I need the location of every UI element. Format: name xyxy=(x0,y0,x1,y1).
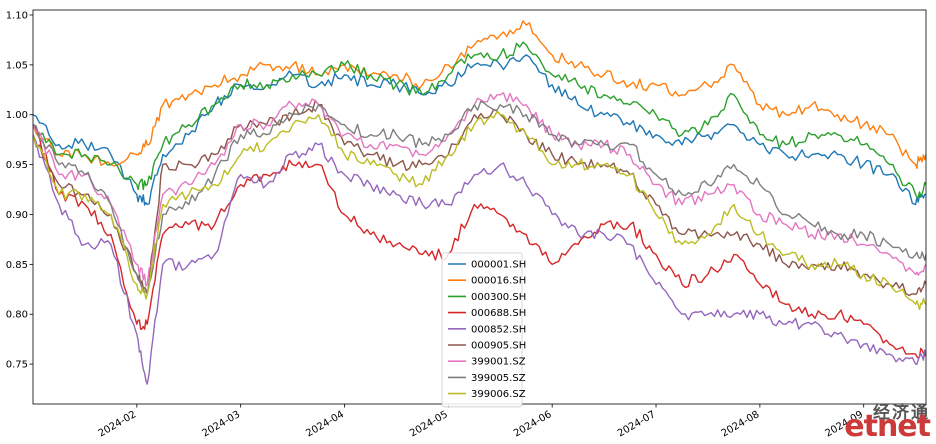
y-tick-label: 1.00 xyxy=(6,110,28,121)
legend-label: 000300.SH xyxy=(471,292,526,303)
x-tick-label: 2024-05 xyxy=(408,409,450,439)
x-tick-label: 2024-07 xyxy=(616,409,658,439)
legend-label: 000688.SH xyxy=(471,308,526,319)
x-tick-label: 2024-04 xyxy=(304,409,346,439)
legend-label: 000852.SH xyxy=(471,324,526,335)
legend-box xyxy=(441,252,523,408)
series-line-000852-sh xyxy=(33,134,926,385)
y-tick-label: 0.80 xyxy=(6,310,28,321)
legend-label: 000905.SH xyxy=(471,341,526,352)
y-axis: 0.75 0.80 0.85 0.90 0.95 1.00 1.05 1.10 xyxy=(6,10,33,371)
x-tick-label: 2024-08 xyxy=(720,409,762,439)
series-line-000688-sh xyxy=(33,124,926,359)
x-tick-label: 2024-02 xyxy=(97,409,139,439)
y-tick-label: 0.95 xyxy=(6,160,28,171)
series-line-399006-sz xyxy=(33,110,926,311)
x-axis: 2024-02 2024-03 2024-04 2024-05 2024-06 2024-… xyxy=(97,404,865,439)
y-tick-label: 1.05 xyxy=(6,60,28,71)
y-tick-label: 0.90 xyxy=(6,210,28,221)
series-line-000300-sh xyxy=(33,41,926,198)
legend-label: 399001.SZ xyxy=(471,357,526,368)
series-layer xyxy=(33,20,926,385)
y-tick-label: 0.75 xyxy=(6,360,28,371)
legend-label: 000016.SH xyxy=(471,276,526,287)
x-tick-label: 2024-03 xyxy=(200,409,242,439)
legend-label: 399006.SZ xyxy=(471,389,526,400)
series-line-000001-sh xyxy=(33,54,926,206)
series-line-399005-sz xyxy=(33,100,926,295)
legend-label: 399005.SZ xyxy=(471,373,526,384)
y-tick-label: 1.10 xyxy=(6,10,28,21)
legend: 000001.SH 000016.SH 000300.SH 000688.SH 0008… xyxy=(441,252,526,408)
x-tick-label: 2024-06 xyxy=(512,409,554,439)
legend-label: 000001.SH xyxy=(471,260,526,271)
series-line-000016-sh xyxy=(33,20,926,170)
series-line-000905-sh xyxy=(33,99,926,297)
y-tick-label: 0.85 xyxy=(6,260,28,271)
watermark-logo: etnet xyxy=(844,409,931,444)
watermark-chinese: 经济通 xyxy=(873,403,930,423)
